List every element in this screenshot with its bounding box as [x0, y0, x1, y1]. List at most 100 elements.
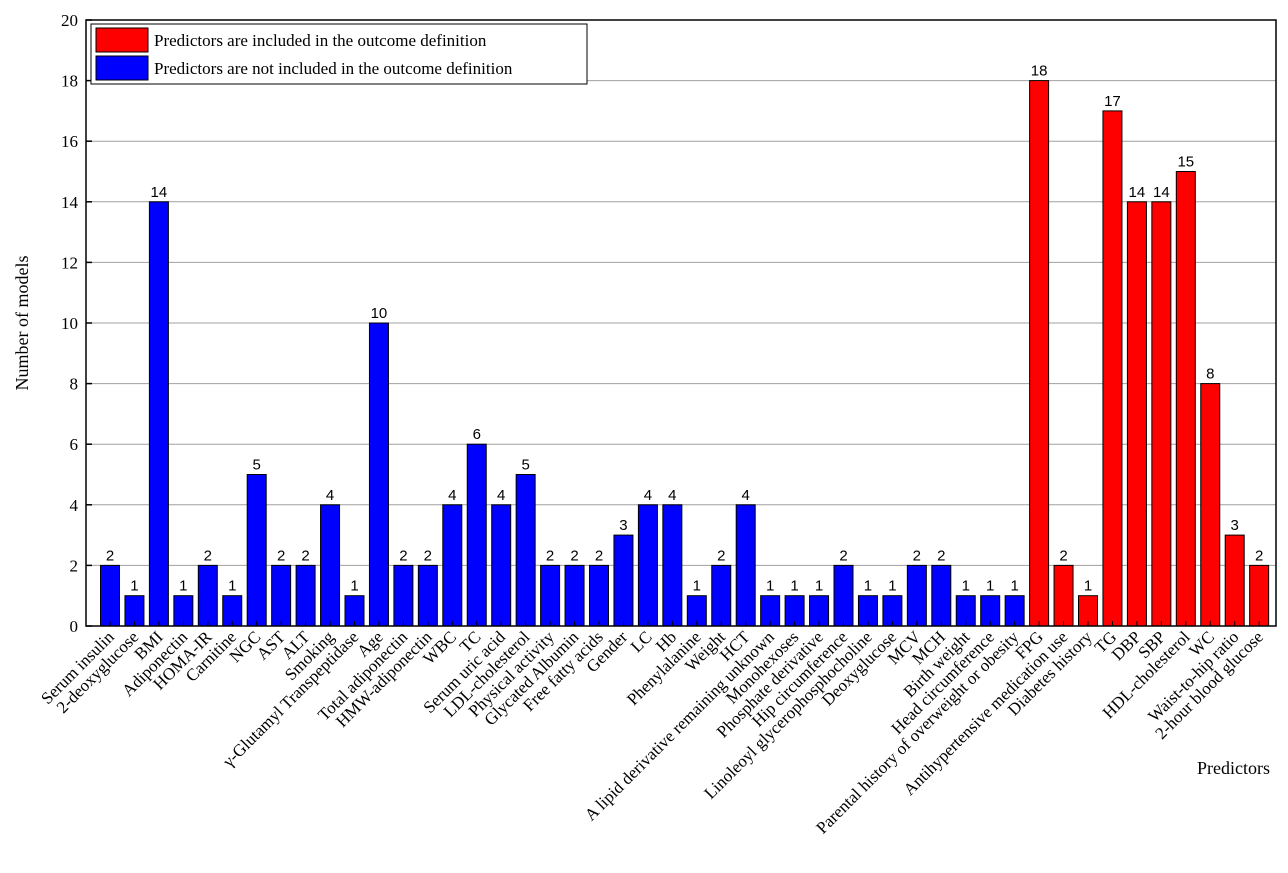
- bar: [589, 564, 609, 627]
- bar: [393, 564, 414, 627]
- bar: [1175, 171, 1196, 627]
- data-label: 1: [888, 578, 896, 595]
- x-axis-title: Predictors: [1197, 758, 1270, 778]
- data-label: 6: [473, 426, 481, 443]
- bar: [735, 504, 756, 627]
- y-tick-label: 8: [70, 375, 79, 394]
- bar: [564, 564, 585, 627]
- y-tick-label: 4: [70, 496, 79, 515]
- y-tick-label: 20: [61, 11, 78, 30]
- data-label: 8: [1206, 366, 1214, 383]
- bar: [540, 564, 561, 627]
- data-label: 1: [962, 578, 970, 595]
- y-tick-label: 6: [70, 435, 79, 454]
- legend-swatch: [95, 27, 149, 53]
- y-tick-label: 12: [61, 253, 78, 272]
- data-label: 2: [1059, 547, 1067, 564]
- data-label: 17: [1104, 93, 1121, 110]
- bar: [368, 322, 389, 627]
- data-label: 4: [742, 487, 750, 504]
- data-label: 4: [448, 487, 456, 504]
- data-label: 5: [521, 457, 529, 474]
- data-label: 2: [399, 547, 407, 564]
- data-label: 2: [717, 547, 725, 564]
- legend-label: Predictors are included in the outcome d…: [154, 31, 487, 50]
- data-label: 2: [546, 547, 554, 564]
- bar: [491, 504, 512, 627]
- bar: [197, 564, 218, 627]
- bar: [417, 564, 438, 627]
- legend-swatch: [95, 55, 149, 81]
- data-label: 1: [130, 578, 138, 595]
- data-label: 2: [277, 547, 285, 564]
- data-label: 4: [668, 487, 676, 504]
- data-label: 1: [179, 578, 187, 595]
- data-label: 1: [693, 578, 701, 595]
- bar: [466, 443, 487, 627]
- data-label: 14: [1129, 184, 1146, 201]
- data-label: 3: [619, 517, 627, 534]
- bar: [931, 564, 952, 627]
- bar: [906, 564, 927, 627]
- y-tick-label: 14: [61, 193, 79, 212]
- y-tick-label: 10: [61, 314, 78, 333]
- bar: [246, 474, 267, 627]
- bar: [1224, 534, 1245, 627]
- data-label: 2: [570, 547, 578, 564]
- bar: [1029, 80, 1050, 627]
- bar: [295, 564, 316, 627]
- bar: [515, 474, 536, 627]
- bar: [1200, 383, 1221, 627]
- bar: [148, 201, 169, 627]
- bar: [1249, 564, 1270, 627]
- bars: [100, 80, 1270, 627]
- legend-label: Predictors are not included in the outco…: [154, 59, 513, 78]
- data-label: 2: [301, 547, 309, 564]
- data-label: 1: [766, 578, 774, 595]
- data-label: 1: [1084, 578, 1092, 595]
- data-label: 2: [1255, 547, 1263, 564]
- legend: Predictors are included in the outcome d…: [90, 23, 588, 85]
- data-label: 2: [106, 547, 114, 564]
- bar: [100, 564, 120, 627]
- y-tick-label: 18: [61, 72, 78, 91]
- data-label: 1: [864, 578, 872, 595]
- data-label: 10: [371, 305, 388, 322]
- bar: [1102, 110, 1123, 627]
- bar: [833, 564, 854, 627]
- legend-box: [90, 23, 588, 85]
- data-label: 3: [1231, 517, 1239, 534]
- data-label: 2: [595, 547, 603, 564]
- data-label: 4: [326, 487, 334, 504]
- y-tick-label: 16: [61, 132, 78, 151]
- data-label: 2: [839, 547, 847, 564]
- bar: [711, 564, 732, 627]
- y-tick-label: 0: [70, 617, 79, 636]
- x-axis-ticks: Serum insulin2-deoxyglucoseBMIAdiponecti…: [37, 621, 1267, 837]
- bar: [637, 504, 658, 627]
- y-axis-ticks: 0 2 4 6 8 10 12 14 16 18 20: [61, 11, 92, 636]
- data-label: 15: [1177, 154, 1194, 171]
- bar: [662, 504, 683, 627]
- data-label: 4: [644, 487, 652, 504]
- data-label: 1: [790, 578, 798, 595]
- data-label: 18: [1031, 63, 1048, 80]
- data-label: 1: [228, 578, 236, 595]
- data-label: 14: [1153, 184, 1170, 201]
- data-label: 2: [424, 547, 432, 564]
- data-label: 1: [986, 578, 994, 595]
- data-label: 14: [151, 184, 168, 201]
- bar: [271, 564, 292, 627]
- y-tick-label: 2: [70, 556, 79, 575]
- bar: [442, 504, 463, 627]
- data-label: 5: [253, 457, 261, 474]
- y-axis-title: Number of models: [12, 256, 32, 391]
- data-label: 2: [913, 547, 921, 564]
- data-label: 2: [204, 547, 212, 564]
- data-label: 1: [350, 578, 358, 595]
- bar: [1126, 201, 1147, 627]
- bar: [1053, 564, 1074, 627]
- data-label: 1: [815, 578, 823, 595]
